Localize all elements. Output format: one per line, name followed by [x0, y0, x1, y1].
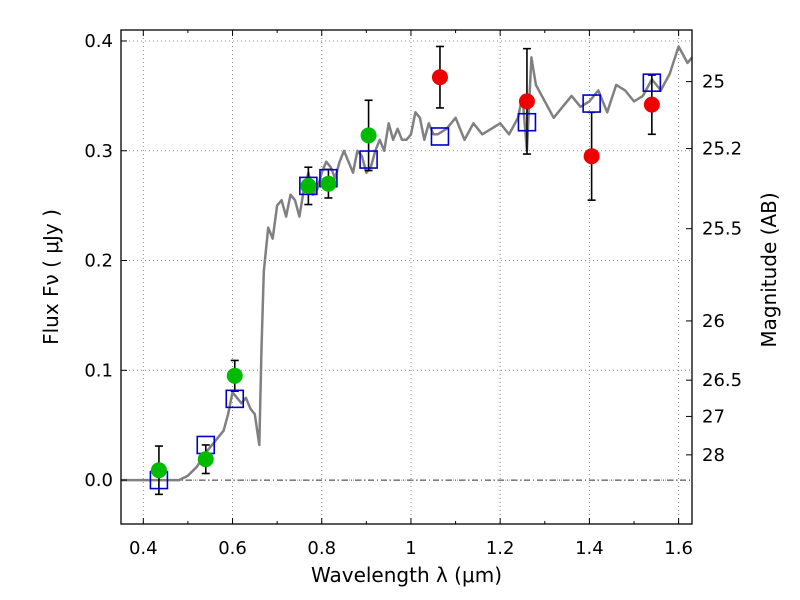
- magnitude-tick-label: 26: [702, 311, 725, 332]
- magnitude-tick-label: 28: [702, 445, 725, 466]
- model-spectrum-layer: [121, 45, 693, 482]
- synthetic-square-marker: [430, 127, 450, 146]
- synthetic-square-marker: [642, 73, 662, 92]
- magnitude-tick-label: 26.5: [702, 370, 742, 391]
- y-tick-label: 0.1: [84, 360, 113, 381]
- synthetic-square-marker: [582, 94, 601, 113]
- x-tick-label: 1.6: [664, 538, 693, 559]
- x-axis-title: Wavelength λ (μm): [311, 563, 502, 587]
- right-axis-title: Magnitude (AB): [757, 192, 781, 347]
- optical-data-point: [197, 451, 214, 468]
- synthetic-square-marker: [299, 176, 318, 196]
- x-tick-label: 1: [405, 538, 416, 559]
- tick-labels: 0.4 0.6 0.8 1 1.2 1.4 1.6 0.0 0.1 0.2 0.3 0.4 25 25.2…: [84, 31, 742, 559]
- magnitude-tick-label: 27: [702, 406, 725, 427]
- observed-photometry-points: [150, 69, 660, 479]
- optical-data-point: [360, 127, 377, 144]
- x-tick-label: 1.4: [575, 538, 604, 559]
- magnitude-tick-label: 25.2: [702, 139, 742, 160]
- x-tick-label: 1.2: [486, 538, 515, 559]
- y-axis-title: Flux Fν ( μJy ): [39, 209, 63, 345]
- optical-data-point: [300, 177, 317, 194]
- magnitude-tick-label: 25: [702, 72, 725, 93]
- y-tick-label: 0.0: [84, 470, 113, 491]
- optical-data-point: [150, 462, 167, 479]
- magnitude-tick-label: 25.5: [702, 219, 742, 240]
- x-tick-label: 0.6: [218, 538, 247, 559]
- optical-data-point: [320, 175, 337, 192]
- nir-data-point: [643, 96, 660, 113]
- y-tick-label: 0.2: [84, 251, 113, 272]
- x-tick-label: 0.4: [129, 538, 158, 559]
- nir-data-point: [431, 69, 448, 86]
- nir-data-point: [518, 93, 535, 110]
- synthetic-square-marker: [517, 112, 537, 132]
- x-tick-label: 0.8: [307, 538, 336, 559]
- optical-data-point: [226, 367, 243, 384]
- nir-data-point: [583, 148, 600, 165]
- synthetic-square-marker: [359, 150, 378, 169]
- synthetic-square-marker: [225, 389, 245, 409]
- model-spectrum-line: [121, 45, 693, 482]
- ticks: [121, 30, 692, 524]
- plot-frame: [120, 29, 693, 525]
- y-tick-label: 0.4: [84, 31, 113, 52]
- y-tick-label: 0.3: [84, 141, 113, 162]
